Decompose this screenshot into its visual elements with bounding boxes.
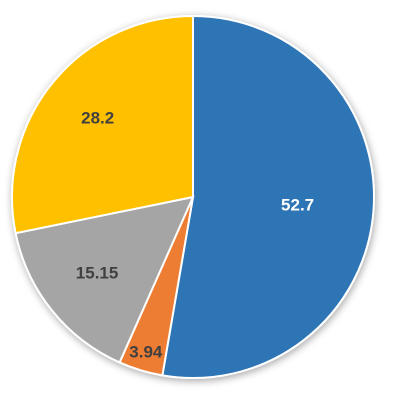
pie-slice [11,14,194,235]
data-label: 28.2 [81,109,114,128]
data-label: 3.94 [129,342,163,361]
pie [11,14,375,379]
pie-slice [14,195,195,364]
pie-slice [161,14,375,379]
data-label: 52.7 [281,195,314,214]
data-labels: 52.7 3.94 15.15 28.2 [76,109,314,362]
data-label: 15.15 [76,264,119,283]
